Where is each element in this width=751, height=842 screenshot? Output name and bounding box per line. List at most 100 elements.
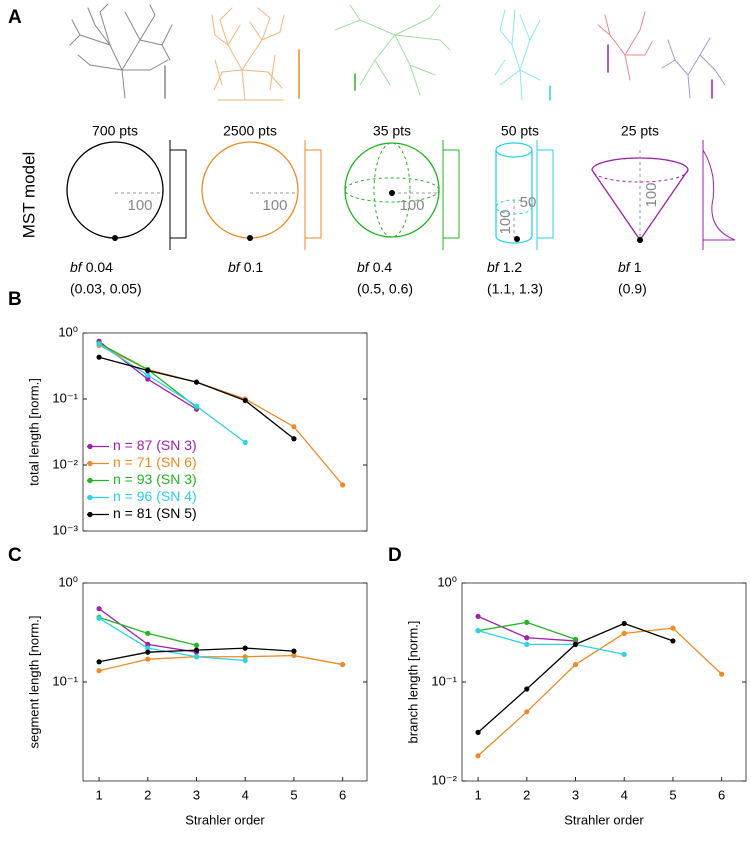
series-line (477, 630, 625, 656)
bf-symbol: bf (228, 259, 242, 275)
data-point (96, 341, 102, 347)
y-axis-label: total length [norm.] (26, 378, 41, 486)
y-tick-label: 10⁰ (58, 574, 78, 589)
legend-label: n = 93 (SN 3) (113, 471, 197, 487)
data-point (475, 729, 481, 735)
data-point (96, 659, 102, 665)
legend-swatch (87, 443, 93, 450)
data-point (242, 657, 248, 664)
model-shape (201, 140, 322, 250)
data-point (621, 620, 627, 627)
legend-swatch (87, 477, 93, 484)
bf-ci: (0.03, 0.05) (70, 281, 142, 297)
x-tick-label: 4 (242, 787, 249, 802)
x-tick-label: 5 (290, 787, 297, 802)
legend-swatch (87, 494, 93, 501)
bf-label: bf 0.4 (357, 259, 392, 275)
panel-label: A (8, 7, 22, 28)
height-label: 100 (497, 209, 514, 234)
neuron-black (69, 3, 173, 99)
points-label: 700 pts (92, 123, 138, 139)
points-label: 50 pts (501, 123, 539, 139)
radius-label: 100 (262, 197, 287, 214)
data-point (572, 641, 579, 647)
x-tick-label: 2 (144, 787, 151, 802)
x-tick-label: 2 (523, 787, 530, 802)
bf-value: 1 (634, 259, 642, 275)
data-point (242, 654, 248, 660)
data-point (291, 652, 297, 659)
y-tick-label: 10⁻¹ (431, 673, 457, 688)
points-label: 35 pts (373, 123, 411, 139)
data-point (670, 625, 676, 631)
model-texts: 700 pts 2500 pts 35 pts 50 pts 25 pts 10… (70, 123, 660, 297)
legend-label: n = 87 (SN 3) (113, 437, 197, 453)
bf-value: 0.4 (373, 259, 393, 275)
neuron-drawings (69, 3, 726, 101)
model-shape (495, 140, 554, 250)
data-point (96, 615, 102, 621)
x-tick-label: 1 (95, 787, 102, 802)
legend-swatch (87, 460, 93, 467)
plot-frame (82, 582, 368, 782)
plot-frame (461, 582, 747, 782)
points-label: 25 pts (621, 123, 659, 139)
data-point (242, 397, 248, 404)
plot-frame (82, 332, 368, 532)
data-point (291, 424, 297, 430)
width-label: 50 (520, 194, 537, 211)
y-tick-label: 10⁰ (437, 574, 457, 589)
data-point (572, 661, 579, 668)
data-point (475, 753, 481, 759)
data-point (96, 606, 102, 612)
data-point (193, 642, 200, 648)
row-label: MST model (19, 152, 38, 239)
data-point (340, 661, 346, 668)
data-point (572, 636, 579, 642)
data-point (145, 630, 151, 636)
y-tick-label: 10⁻² (431, 772, 457, 787)
neuron-purple (597, 11, 726, 99)
data-point (291, 436, 297, 442)
panel-label: C (8, 545, 22, 566)
x-tick-label: 3 (572, 787, 579, 802)
series-line (98, 617, 246, 662)
data-point (96, 668, 102, 674)
bf-ci: (0.5, 0.6) (357, 281, 413, 297)
x-axis-label: Strahler order (185, 812, 265, 827)
x-tick-label: 6 (339, 787, 346, 802)
bf-label: bf 0.1 (228, 259, 263, 275)
legend-label: n = 71 (SN 6) (113, 454, 197, 470)
series-line (477, 627, 723, 757)
x-tick-label: 3 (193, 787, 200, 802)
data-point (193, 379, 200, 385)
data-point (145, 645, 151, 651)
bf-ci: (0.9) (618, 281, 647, 297)
x-tick-label: 6 (718, 787, 725, 802)
points-label: 2500 pts (223, 123, 277, 139)
model-shape (344, 140, 460, 250)
y-tick-label: 10⁻¹ (52, 673, 78, 688)
data-point (96, 354, 102, 360)
data-point (291, 648, 297, 654)
data-point (524, 641, 530, 647)
data-point (145, 367, 151, 374)
bf-symbol: bf (357, 259, 371, 275)
y-axis-label: branch length [norm.] (405, 621, 420, 744)
data-point (524, 635, 530, 641)
y-tick-label: 10⁻² (52, 456, 78, 471)
series-line (98, 356, 295, 440)
radius-label: 100 (127, 197, 152, 214)
neuron-cyan (494, 9, 551, 101)
data-point (524, 709, 530, 715)
y-axis-label: segment length [norm.] (26, 616, 41, 749)
bf-symbol: bf (618, 259, 632, 275)
data-point (524, 686, 530, 692)
series-line (98, 343, 246, 443)
bf-label: bf 1.2 (487, 259, 522, 275)
bf-label: bf 0.04 (70, 259, 113, 275)
data-point (145, 376, 151, 382)
data-point (340, 482, 346, 488)
bf-value: 0.1 (244, 259, 264, 275)
model-shape (66, 140, 187, 250)
